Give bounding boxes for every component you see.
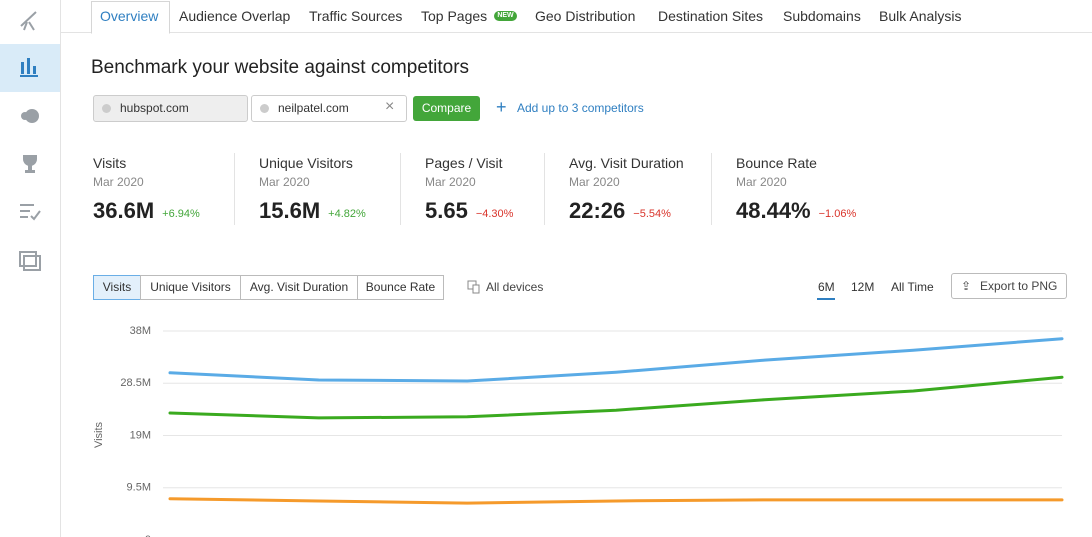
- metric-period: Mar 2020: [93, 175, 144, 189]
- range-underline: [817, 298, 835, 300]
- tab[interactable]: Subdomains: [783, 8, 861, 24]
- icon-trophy[interactable]: [23, 155, 37, 166]
- series-line: [168, 497, 1064, 505]
- tab[interactable]: Traffic Sources: [309, 8, 403, 24]
- compare-button[interactable]: Compare: [413, 96, 480, 121]
- chart-toggle[interactable]: Bounce Rate: [357, 275, 444, 300]
- y-tick-label: 9.5M: [127, 482, 151, 494]
- metric-divider: [711, 153, 712, 225]
- add-competitors[interactable]: Add up to 3 competitors: [517, 101, 644, 115]
- domain-dot: [260, 104, 269, 113]
- y-tick-label: 19M: [130, 429, 151, 441]
- metric-label: Avg. Visit Duration: [569, 155, 684, 171]
- chart-toggle[interactable]: Unique Visitors: [140, 275, 241, 300]
- metric-divider: [234, 153, 235, 225]
- metric-divider: [400, 153, 401, 225]
- tab[interactable]: Overview: [100, 8, 159, 24]
- y-tick-label: 28.5M: [120, 377, 151, 389]
- metric-change: +4.82%: [328, 208, 366, 220]
- tab[interactable]: Destination Sites: [658, 8, 764, 24]
- devices-icon: [467, 280, 480, 294]
- y-tick-label: 38M: [130, 325, 151, 337]
- domain-dot: [102, 104, 111, 113]
- metric-label: Bounce Rate: [736, 155, 817, 171]
- metric-value: 48.44%: [736, 198, 811, 223]
- metric-value: 5.65: [425, 198, 468, 223]
- sidebar-icons: [19, 11, 41, 271]
- metric-divider: [544, 153, 545, 225]
- metric-label: Unique Visitors: [259, 155, 353, 171]
- icon-chart[interactable]: [21, 62, 24, 74]
- range-option[interactable]: 6M: [818, 280, 835, 294]
- add-plus[interactable]: +: [496, 97, 507, 117]
- metric-period: Mar 2020: [569, 175, 620, 189]
- heading: Benchmark your website against competito…: [91, 57, 470, 78]
- metric-label: Visits: [93, 155, 127, 171]
- tab-active-frame: [91, 1, 170, 34]
- icon-telescope[interactable]: [20, 11, 37, 27]
- new-badge: NEW: [494, 11, 517, 21]
- tab[interactable]: Audience Overlap: [179, 8, 291, 24]
- y-axis-label: Visits: [93, 421, 105, 448]
- metric-value: 22:26: [569, 198, 626, 223]
- icon-window[interactable]: [19, 251, 37, 267]
- range-option[interactable]: 12M: [851, 280, 875, 294]
- tab[interactable]: Geo Distribution: [535, 8, 636, 24]
- tab[interactable]: Top Pages: [421, 8, 488, 24]
- metric-period: Mar 2020: [259, 175, 310, 189]
- export-label: Export to PNG: [980, 279, 1058, 293]
- metric-value: 15.6M: [259, 198, 321, 223]
- range-option[interactable]: All Time: [891, 280, 934, 294]
- metric-value: 36.6M: [93, 198, 155, 223]
- metric-change: −5.54%: [633, 208, 671, 220]
- domain-text: hubspot.com: [120, 101, 189, 115]
- metric-period: Mar 2020: [736, 175, 787, 189]
- metric-change: −4.30%: [475, 208, 514, 220]
- metric-period: Mar 2020: [425, 175, 476, 189]
- series-line: [168, 375, 1064, 420]
- domain-input[interactable]: hubspot.com: [93, 95, 248, 122]
- clear-input[interactable]: ×: [385, 98, 395, 115]
- metric-label: Pages / Visit: [425, 155, 503, 171]
- export-button[interactable]: ⇪ Export to PNG: [951, 273, 1067, 299]
- domain-input[interactable]: neilpatel.com ×: [251, 95, 407, 122]
- metric-change: −1.06%: [818, 208, 857, 220]
- tab-divider: [60, 32, 1092, 33]
- icon-pie[interactable]: [25, 109, 39, 123]
- metric-change: +6.94%: [162, 208, 200, 220]
- chart-toggle[interactable]: Avg. Visit Duration: [240, 275, 358, 300]
- domain-text: neilpatel.com: [278, 101, 349, 115]
- chart-toggle[interactable]: Visits: [93, 275, 141, 300]
- tab[interactable]: Bulk Analysis: [879, 8, 962, 24]
- devices-filter[interactable]: All devices: [486, 280, 544, 294]
- export-icon: ⇪: [961, 279, 972, 293]
- series-line: [168, 337, 1064, 383]
